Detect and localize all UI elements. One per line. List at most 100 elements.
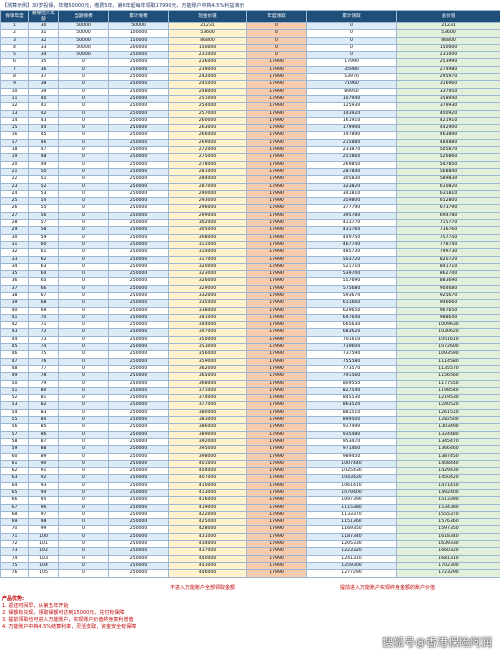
table-cell: 17990 — [246, 160, 307, 169]
table-cell: 395000 — [168, 445, 247, 454]
table-cell: 0 — [58, 503, 109, 512]
table-cell: 809550 — [306, 379, 397, 388]
table-cell: 250000 — [108, 408, 169, 418]
table-cell: 0 — [58, 379, 109, 388]
table-row: 27 56 0 250000 299000 17990 395780 694780 — [0, 211, 500, 221]
table-cell: 0 — [306, 51, 397, 60]
table-cell: 0 — [58, 343, 109, 352]
table-row: 35 64 0 250000 323000 17990 539700 862700 — [0, 270, 500, 279]
table-cell: 17990 — [246, 116, 307, 126]
table-cell: 250000 — [108, 204, 169, 213]
table-cell: 368000 — [168, 379, 247, 388]
table-row: 16 45 0 250000 266000 17990 197890 463890 — [0, 131, 500, 140]
note-item: 1. 返还时间早，从第五年开始 — [2, 603, 69, 609]
table-cell: 0 — [58, 80, 109, 89]
column-header: 年度领取 — [246, 10, 307, 23]
table-cell: 51 — [0, 386, 29, 396]
table-cell: 200000 — [108, 43, 169, 53]
table-cell: 26 — [0, 204, 29, 213]
table-cell: 150000 — [168, 43, 247, 53]
table-row: 47 76 0 250000 359000 17990 755580 1114580 — [0, 357, 500, 366]
table-cell: 91 — [28, 467, 59, 476]
table-cell: 12 — [0, 102, 29, 111]
table-row: 18 47 0 250000 272000 17990 233870 505870 — [0, 146, 500, 155]
table-row: 8 37 0 250000 242000 17990 53970 295970 — [0, 73, 500, 82]
table-cell: 74 — [28, 343, 59, 352]
table-cell: 89950 — [306, 87, 397, 96]
table-cell: 17990 — [246, 277, 307, 286]
table-cell: 250000 — [108, 401, 169, 410]
table-cell: 0 — [58, 532, 109, 542]
table-row: 51 80 0 250000 371000 17990 827540 1198540 — [0, 386, 500, 396]
table-cell: 610820 — [396, 182, 500, 191]
table-cell: 484880 — [396, 138, 500, 148]
table-cell: 593670 — [306, 291, 397, 301]
table-cell: 92 — [28, 474, 59, 483]
table-cell: 841710 — [396, 262, 500, 272]
table-cell: 55 — [28, 204, 59, 213]
table-cell: 1115380 — [306, 503, 397, 512]
table-cell: 250000 — [108, 518, 169, 527]
table-cell: 295970 — [396, 73, 500, 82]
table-row: 26 55 0 250000 296000 17990 377790 673790 — [0, 204, 500, 213]
table-cell: 17990 — [246, 423, 307, 432]
table-cell: 1007440 — [306, 459, 397, 469]
table-cell: 89 — [28, 452, 59, 461]
table-cell: 323000 — [168, 270, 247, 279]
table-cell: 1240520 — [396, 401, 500, 410]
table-cell: 281000 — [168, 167, 247, 177]
table-cell: 250000 — [108, 496, 169, 505]
table-cell: 250000 — [108, 240, 169, 250]
table-cell: 17990 — [246, 153, 307, 162]
table-cell: 250000 — [108, 372, 169, 381]
table-cell: 97 — [28, 510, 59, 520]
table-cell: 161910 — [306, 116, 397, 126]
table-cell: 53600 — [396, 29, 500, 38]
table-cell: 78 — [28, 372, 59, 381]
table-cell: 250000 — [108, 437, 169, 447]
table-cell: 260000 — [168, 116, 247, 126]
table-cell: 81 — [28, 394, 59, 403]
table-cell: 437000 — [168, 547, 247, 556]
table-cell: 250000 — [108, 182, 169, 191]
table-cell: 791560 — [306, 372, 397, 381]
column-header: 累计保费 — [108, 10, 169, 23]
table-cell: 1114580 — [396, 357, 500, 366]
table-cell: 0 — [58, 299, 109, 308]
table-cell: 323820 — [306, 182, 397, 191]
table-cell: 179900 — [306, 124, 397, 133]
table-cell: 652800 — [396, 197, 500, 206]
table-cell: 250000 — [108, 248, 169, 257]
table-cell: 0 — [58, 525, 109, 534]
table-cell: 197890 — [306, 131, 397, 140]
table-cell: 0 — [58, 313, 109, 323]
table-cell: 17990 — [246, 372, 307, 381]
table-cell: 1282500 — [396, 416, 500, 425]
table-cell: 899500 — [306, 416, 397, 425]
table-cell: 17990 — [246, 416, 307, 425]
table-cell: 0 — [246, 29, 307, 38]
table-cell: 250000 — [108, 394, 169, 403]
table-cell: 701610 — [306, 335, 397, 345]
table-row: 6 35 0 250000 236000 17990 17990 253990 — [0, 58, 500, 67]
table-cell: 395780 — [306, 211, 397, 221]
table-row: 56 85 0 250000 386000 17990 917490 1303490 — [0, 423, 500, 432]
table-cell: 17990 — [246, 401, 307, 410]
table-cell: 27 — [0, 211, 29, 221]
table-cell: 1723290 — [396, 569, 500, 578]
table-cell: 65 — [28, 277, 59, 286]
table-cell: 1072600 — [396, 343, 500, 352]
table-cell: 17990 — [246, 496, 307, 505]
table-cell: 1 — [0, 21, 29, 31]
table-cell: 290000 — [168, 189, 247, 199]
table-cell: 50000 — [58, 29, 109, 38]
table-cell: 33 — [28, 43, 59, 53]
table-cell: 34 — [28, 51, 59, 60]
table-row: 75 104 0 250000 443000 17990 1259300 1702300 — [0, 561, 500, 571]
table-cell: 272000 — [168, 146, 247, 155]
table-cell: 287840 — [306, 167, 397, 177]
table-cell: 17990 — [246, 284, 307, 294]
column-header: 当期保费 — [58, 10, 109, 23]
table-cell: 250000 — [108, 197, 169, 206]
table-cell: 320000 — [168, 262, 247, 272]
